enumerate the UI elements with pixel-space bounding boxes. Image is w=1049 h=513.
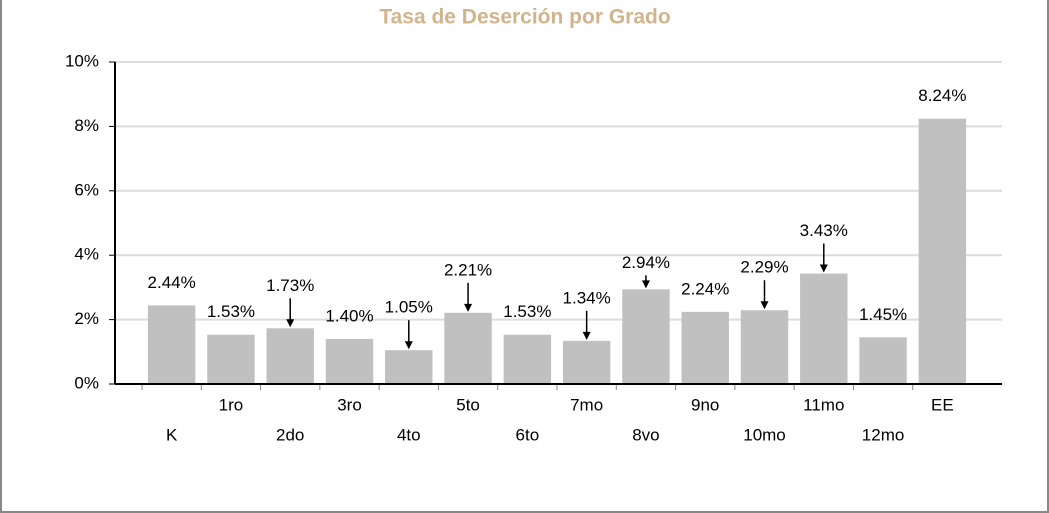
- value-label: 8.24%: [918, 86, 966, 105]
- x-tick-label: EE: [931, 395, 954, 414]
- bar: [740, 310, 789, 384]
- arrow-head: [464, 303, 473, 312]
- bar: [681, 311, 729, 384]
- arrow-head: [641, 280, 650, 289]
- bar: [444, 312, 492, 384]
- y-tick-label: 6%: [74, 180, 99, 199]
- bar: [800, 273, 848, 384]
- x-tick-label: 11mo: [803, 395, 844, 414]
- x-tick-label: 10mo: [743, 425, 786, 444]
- bar: [207, 334, 255, 384]
- bar: [918, 118, 967, 384]
- x-tick-label: 4to: [397, 425, 421, 444]
- bar: [385, 350, 433, 384]
- x-tick-label: 9no: [691, 395, 719, 414]
- value-label: 1.45%: [859, 305, 907, 324]
- value-label: 2.44%: [148, 273, 196, 292]
- arrow-head: [286, 319, 295, 328]
- value-label: 1.40%: [325, 306, 373, 325]
- bar: [622, 289, 670, 384]
- bar: [147, 305, 196, 384]
- x-tick-label: 12mo: [862, 425, 905, 444]
- y-tick-label: 0%: [74, 373, 99, 392]
- arrow-head: [582, 331, 591, 340]
- value-label: 1.53%: [207, 302, 255, 321]
- x-tick-label: 1ro: [219, 395, 244, 414]
- bar: [503, 334, 552, 384]
- y-tick-label: 8%: [74, 116, 99, 135]
- value-label: 1.34%: [563, 288, 611, 307]
- x-tick-label: 7mo: [570, 395, 603, 414]
- x-tick-label: 5to: [456, 395, 480, 414]
- value-label: 2.29%: [740, 258, 788, 277]
- y-tick-label: 4%: [74, 245, 99, 264]
- value-label: 1.53%: [503, 302, 551, 321]
- arrow-head: [819, 264, 828, 273]
- value-label: 2.21%: [444, 260, 492, 279]
- x-tick-label: K: [166, 425, 178, 444]
- value-label: 3.43%: [800, 221, 848, 240]
- bar: [325, 338, 374, 384]
- x-tick-label: 8vo: [632, 425, 659, 444]
- y-tick-label: 10%: [65, 51, 99, 70]
- chart-title: Tasa de Deserción por Grado: [379, 6, 670, 29]
- bar: [859, 337, 907, 384]
- bar: [266, 328, 314, 384]
- value-label: 2.24%: [681, 279, 729, 298]
- value-label: 2.94%: [622, 253, 670, 272]
- x-tick-label: 2do: [276, 425, 304, 444]
- x-tick-label: 6to: [516, 425, 540, 444]
- arrow-head: [404, 341, 413, 350]
- arrow-head: [760, 301, 769, 310]
- value-label: 1.73%: [266, 276, 314, 295]
- bar: [562, 340, 611, 384]
- value-label: 1.05%: [385, 298, 433, 317]
- x-tick-label: 3ro: [337, 395, 362, 414]
- y-tick-label: 2%: [74, 309, 99, 328]
